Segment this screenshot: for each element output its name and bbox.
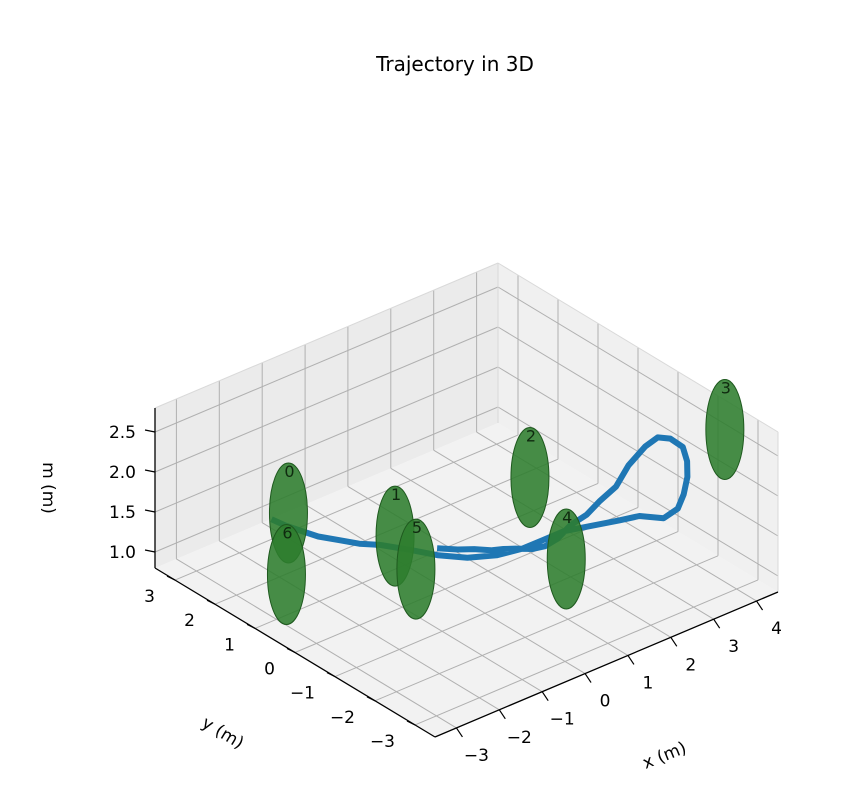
waypoint-label: 5 — [412, 518, 422, 537]
grid-line-y-floor — [334, 531, 679, 678]
chart-title: Trajectory in 3D — [375, 52, 534, 76]
z-axis-label: m (m) — [38, 462, 58, 514]
waypoint-label: 4 — [562, 508, 572, 527]
y-tick-label: 1 — [224, 635, 235, 655]
waypoint-disc — [396, 518, 436, 620]
pane-edge — [154, 262, 499, 409]
waypoint-disc — [510, 426, 550, 528]
y-tick-label: −1 — [290, 684, 315, 704]
y-axis-label: y (m) — [198, 713, 247, 753]
x-axis-label: x (m) — [640, 738, 689, 774]
tick-marks — [144, 429, 764, 738]
grid-line-y-floor — [414, 579, 759, 726]
y-tick-mark — [206, 599, 216, 605]
y-tick-mark — [246, 623, 256, 629]
waypoint-label: 2 — [526, 426, 536, 445]
z-tick-mark — [144, 509, 156, 513]
x-tick-label: −2 — [507, 728, 532, 748]
x-tick-mark — [584, 673, 592, 683]
z-tick-label: 2.0 — [109, 463, 136, 483]
grid-line-y-floor — [174, 434, 519, 581]
x-axis-line — [434, 591, 779, 738]
y-tick-mark — [406, 720, 416, 726]
z-tick-mark — [144, 549, 156, 553]
plot-area: 0 1 2 3 4 5 6 — [266, 379, 745, 626]
y-tick-label: 0 — [264, 660, 275, 680]
x-tick-label: 3 — [728, 637, 739, 657]
grid-line-y-floor — [374, 555, 719, 702]
x-tick-mark — [455, 727, 463, 738]
y-tick-mark — [286, 647, 296, 654]
waypoint-label: 0 — [284, 462, 294, 481]
waypoint-label: 3 — [721, 379, 731, 398]
waypoint-disc — [705, 379, 745, 481]
grid-line-z-wall-xz — [154, 286, 499, 433]
x-tick-mark — [670, 636, 678, 647]
waypoint-label: 1 — [391, 485, 401, 504]
x-tick-label: 2 — [685, 655, 696, 675]
y-tick-label: −3 — [370, 732, 395, 752]
back-wall-xz — [155, 263, 498, 568]
y-tick-label: −2 — [330, 708, 355, 728]
z-tick-label: 2.5 — [109, 423, 136, 443]
grid-line-z-wall-yz — [497, 406, 779, 577]
z-tick-mark — [144, 429, 156, 433]
y-tick-mark — [366, 696, 376, 702]
y-tick-mark — [166, 575, 176, 581]
waypoint-disc — [266, 524, 306, 626]
x-tick-label: −1 — [550, 710, 575, 730]
z-tick-mark — [144, 469, 156, 473]
x-tick-mark — [498, 709, 506, 720]
y-tick-label: 3 — [144, 587, 155, 607]
waypoint-label: 6 — [282, 524, 292, 543]
x-tick-mark — [541, 691, 549, 702]
grid-line-z-wall-xz — [154, 326, 499, 473]
x-tick-mark — [756, 600, 764, 611]
grid-line-z-wall-xz — [154, 366, 499, 513]
tick-labels: −3 −2 −1 0 1 2 3 4 −3 −2 −1 0 1 2 3 1.0 1.5 2.0 2.5 — [109, 423, 782, 766]
x-tick-label: 1 — [643, 673, 654, 693]
z-tick-label: 1.0 — [109, 543, 136, 563]
x-tick-mark — [713, 618, 721, 629]
x-tick-label: 4 — [771, 619, 782, 639]
waypoint-disc — [546, 508, 586, 610]
grid-line-z-wall-xz — [154, 406, 499, 553]
z-tick-label: 1.5 — [109, 503, 136, 523]
x-tick-label: 0 — [600, 692, 611, 712]
x-tick-mark — [627, 655, 635, 665]
x-tick-label: −3 — [464, 746, 489, 766]
y-tick-mark — [326, 672, 336, 678]
y-tick-label: 2 — [184, 611, 195, 631]
